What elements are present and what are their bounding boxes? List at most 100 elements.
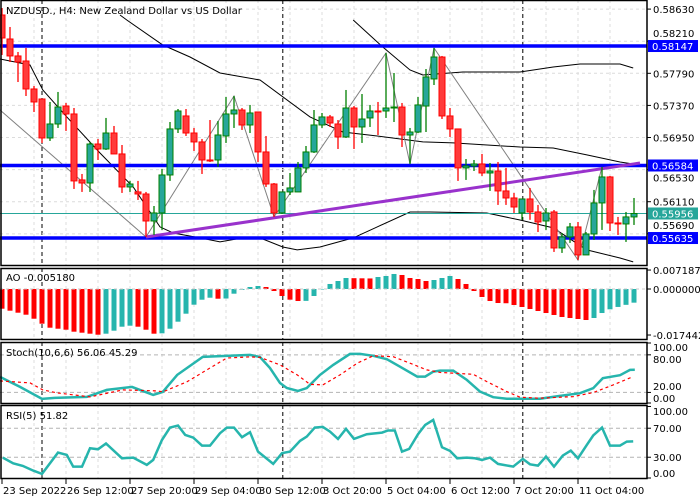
ao-bar — [487, 289, 493, 302]
ao-bar — [463, 283, 469, 290]
ao-bar — [519, 289, 525, 307]
trendline[interactable] — [145, 161, 641, 239]
candle — [542, 207, 550, 230]
rsi-label: RSI(5) 51.82 — [6, 411, 68, 422]
candle-body — [598, 176, 606, 204]
candle-body — [574, 226, 582, 256]
candle-body — [374, 110, 382, 113]
candle-body — [310, 124, 318, 153]
ao-bar — [55, 289, 61, 329]
candle-body — [238, 109, 246, 126]
candle — [102, 117, 110, 150]
price-axis-label: 0.56110 — [653, 198, 694, 209]
candle — [614, 216, 622, 235]
rsi-axis-label: 30.00 — [653, 453, 682, 464]
ao-bar — [495, 289, 501, 304]
ao-bar — [263, 286, 269, 290]
ao-bar — [335, 281, 341, 290]
candle-body — [86, 143, 94, 184]
candle-body — [158, 174, 166, 214]
ao-bar — [591, 289, 597, 318]
candle — [486, 162, 494, 191]
candle-body — [78, 179, 86, 184]
ao-bar — [535, 289, 541, 312]
candle-body — [430, 56, 438, 80]
candle — [446, 108, 454, 137]
candle-body — [550, 211, 558, 249]
candle-body — [262, 151, 270, 185]
candle-body — [318, 116, 326, 126]
candle — [238, 108, 246, 130]
candle — [318, 112, 326, 128]
candle — [534, 204, 542, 232]
candle-body — [414, 104, 422, 133]
time-axis-label: 5 Oct 04:00 — [387, 486, 446, 497]
panel-frame — [0, 404, 648, 480]
candle — [598, 166, 606, 230]
candle-body — [494, 170, 502, 192]
ao-bar — [191, 289, 197, 305]
candle-body — [190, 132, 198, 143]
candle — [494, 161, 502, 205]
ao-bar — [215, 289, 221, 299]
candle-body — [398, 106, 406, 136]
candle-body — [206, 159, 214, 162]
ao-axis-label: 0.000000 — [653, 285, 700, 296]
candle — [358, 94, 366, 143]
candle — [270, 182, 278, 217]
ao-bar — [87, 289, 93, 334]
ao-bar — [159, 289, 165, 334]
candle-body — [286, 187, 294, 193]
candle-body — [230, 109, 238, 115]
rsi-line — [2, 417, 634, 476]
candle-body — [166, 128, 174, 176]
candle-body — [118, 153, 126, 188]
candle-body — [142, 193, 150, 222]
candle-body — [606, 176, 614, 224]
time-axis-label: 7 Oct 20:00 — [515, 486, 574, 497]
candle — [558, 232, 566, 253]
candle-body — [350, 107, 358, 128]
candle — [310, 109, 318, 153]
time-axis-label: 27 Sep 20:00 — [131, 486, 198, 497]
candle — [142, 191, 150, 237]
rsi-axis-label: 0.00 — [653, 469, 675, 480]
price-axis-label: 0.58630 — [653, 5, 694, 16]
price-level-label: 0.58147 — [652, 42, 693, 53]
ao-bar — [95, 289, 101, 335]
panel-frame — [0, 267, 648, 341]
candle-body — [30, 88, 38, 103]
ao-bar — [623, 289, 629, 305]
ao-bar — [551, 289, 557, 315]
ao-bar — [279, 289, 285, 296]
ao-bar — [631, 289, 637, 303]
candle-body — [46, 123, 54, 139]
candle — [390, 72, 398, 122]
candle-body — [14, 55, 22, 63]
candle — [174, 108, 182, 133]
candle — [334, 120, 342, 149]
candle — [150, 205, 158, 235]
ao-bar — [63, 289, 69, 330]
candle — [302, 145, 310, 173]
ao-bar — [399, 274, 405, 290]
candle — [38, 98, 46, 143]
ao-bar — [7, 289, 13, 311]
panel-frame — [0, 341, 648, 405]
candle-body — [382, 107, 390, 112]
price-level-label: 0.55956 — [652, 209, 693, 220]
candle — [166, 121, 174, 181]
candle — [406, 127, 414, 164]
ao-bar — [367, 278, 373, 290]
ao-bar — [383, 275, 389, 290]
candle — [398, 102, 406, 147]
candle-body — [198, 141, 206, 161]
ao-bar — [0, 289, 5, 309]
indicator-line-0 — [119, 14, 634, 165]
ao-bar — [583, 289, 589, 321]
candle — [14, 51, 22, 83]
candle-body — [294, 167, 302, 193]
ao-bar — [23, 289, 29, 315]
candle-body — [174, 110, 182, 130]
